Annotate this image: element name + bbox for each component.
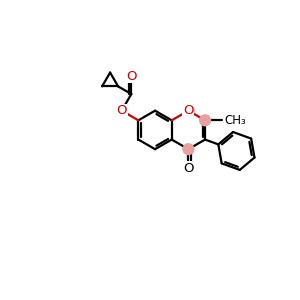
Text: O: O: [183, 162, 194, 175]
Text: O: O: [126, 70, 136, 83]
Circle shape: [183, 144, 194, 154]
Text: O: O: [183, 104, 194, 117]
Text: O: O: [116, 104, 127, 117]
Circle shape: [200, 115, 211, 126]
Circle shape: [183, 105, 194, 116]
Text: CH₃: CH₃: [224, 114, 246, 127]
